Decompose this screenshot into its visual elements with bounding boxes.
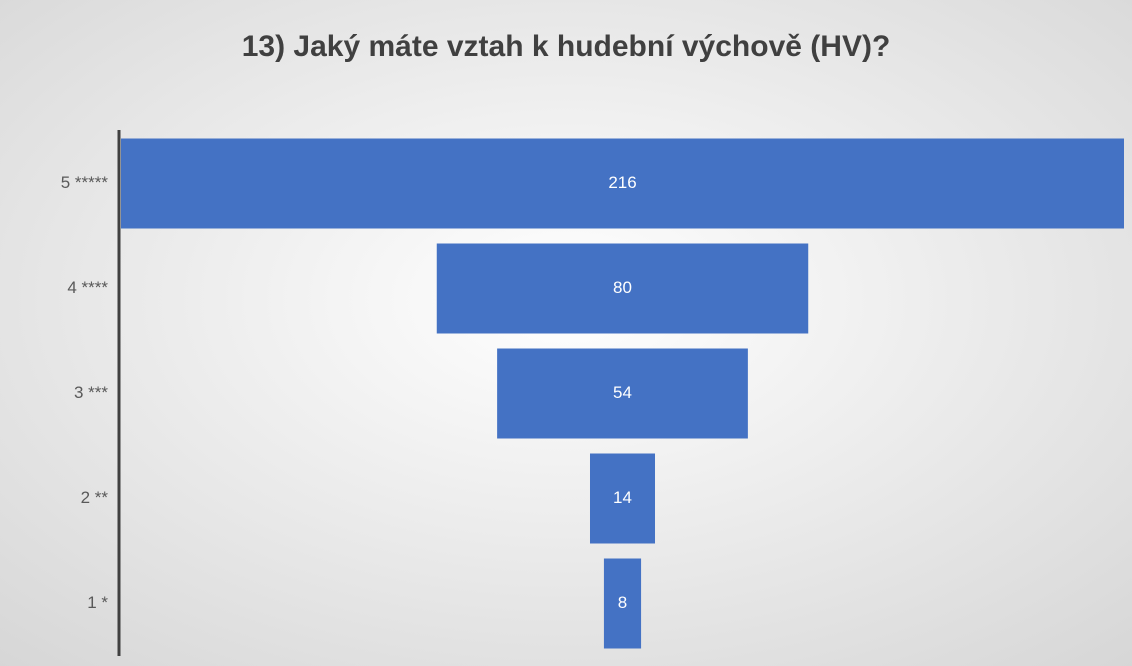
funnel-bar — [436, 243, 809, 334]
category-label: 3 *** — [74, 383, 108, 402]
category-label: 4 **** — [67, 278, 108, 297]
funnel-bar — [497, 348, 748, 439]
data-label: 54 — [613, 383, 632, 402]
category-label: 5 ***** — [61, 173, 109, 192]
data-label: 14 — [613, 488, 632, 507]
funnel-bar — [589, 453, 656, 544]
category-label: 2 ** — [81, 488, 109, 507]
data-label: 8 — [618, 593, 627, 612]
chart-title: 13) Jaký máte vztah k hudební výchově (H… — [242, 30, 891, 63]
data-label: 216 — [608, 173, 636, 192]
funnel-bar — [603, 558, 642, 649]
category-label: 1 * — [87, 593, 108, 612]
funnel-bar — [121, 138, 1124, 229]
data-label: 80 — [613, 278, 632, 297]
